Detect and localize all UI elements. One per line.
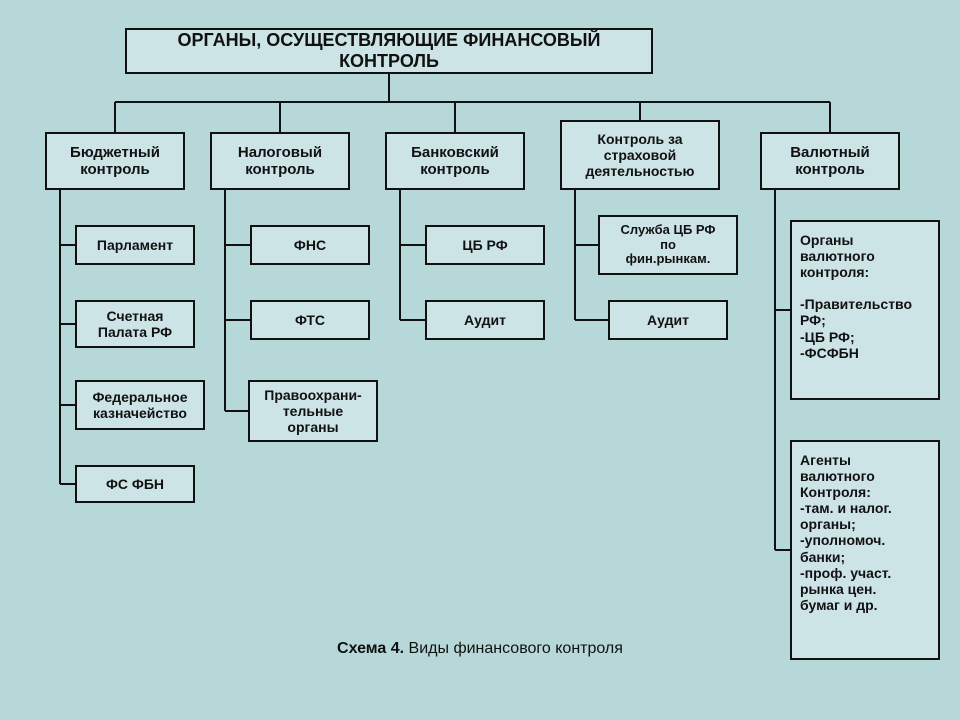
column-head-4: Валютный контроль bbox=[760, 132, 900, 190]
column-head-3: Контроль за страховой деятельностью bbox=[560, 120, 720, 190]
column-1-item-2: Правоохрани- тельные органы bbox=[248, 380, 378, 442]
diagram-title: ОРГАНЫ, ОСУЩЕСТВЛЯЮЩИЕ ФИНАНСОВЫЙ КОНТРО… bbox=[125, 28, 653, 74]
column-head-0: Бюджетный контроль bbox=[45, 132, 185, 190]
column-0-item-1: Счетная Палата РФ bbox=[75, 300, 195, 348]
column-head-2: Банковский контроль bbox=[385, 132, 525, 190]
column-1-item-1: ФТС bbox=[250, 300, 370, 340]
diagram-caption: Схема 4. Виды финансового контроля bbox=[270, 640, 690, 658]
column-2-item-0: ЦБ РФ bbox=[425, 225, 545, 265]
column-3-item-0: Служба ЦБ РФ по фин.рынкам. bbox=[598, 215, 738, 275]
column-1-item-0: ФНС bbox=[250, 225, 370, 265]
column-0-item-3: ФС ФБН bbox=[75, 465, 195, 503]
column-0-item-0: Парламент bbox=[75, 225, 195, 265]
column-2-item-1: Аудит bbox=[425, 300, 545, 340]
column-head-1: Налоговый контроль bbox=[210, 132, 350, 190]
caption-bold: Схема 4. bbox=[337, 640, 404, 657]
column-4-item-1: Агенты валютного Контроля: -там. и налог… bbox=[790, 440, 940, 660]
column-0-item-2: Федеральное казначейство bbox=[75, 380, 205, 430]
column-3-item-1: Аудит bbox=[608, 300, 728, 340]
caption-rest: Виды финансового контроля bbox=[404, 640, 623, 657]
column-4-item-0: Органы валютного контроля: -Правительств… bbox=[790, 220, 940, 400]
